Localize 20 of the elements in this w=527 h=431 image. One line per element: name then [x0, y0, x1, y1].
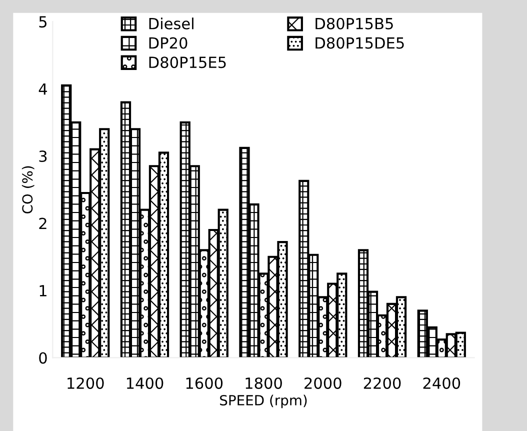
y-axis-title: CO (%)	[22, 166, 34, 214]
y-tick-label: 1	[40, 285, 46, 296]
x-tick-label: 1400	[126, 377, 164, 389]
x-tick-label: 1200	[68, 377, 104, 389]
legend-label: Diesel	[149, 18, 194, 30]
x-tick-label: 2400	[423, 377, 460, 389]
y-tick-label: 0	[39, 352, 47, 364]
y-tick-label: 4	[38, 83, 47, 95]
y-tick-label: 2	[39, 218, 46, 230]
x-axis-title: SPEED (rpm)	[220, 394, 307, 408]
y-tick-label: 3	[39, 150, 47, 162]
legend-label: D80P15E5	[149, 56, 226, 68]
legend-label: D80P15B5	[316, 18, 393, 30]
x-tick-label: 1600	[186, 377, 223, 389]
x-tick-label: 2200	[364, 377, 401, 389]
legend-label: DP20	[149, 37, 188, 49]
x-tick-label: 2000	[304, 377, 342, 389]
y-tick-label: 5	[39, 16, 47, 28]
legend-label: D80P15DE5	[316, 37, 404, 49]
x-tick-label: 1800	[246, 377, 282, 389]
